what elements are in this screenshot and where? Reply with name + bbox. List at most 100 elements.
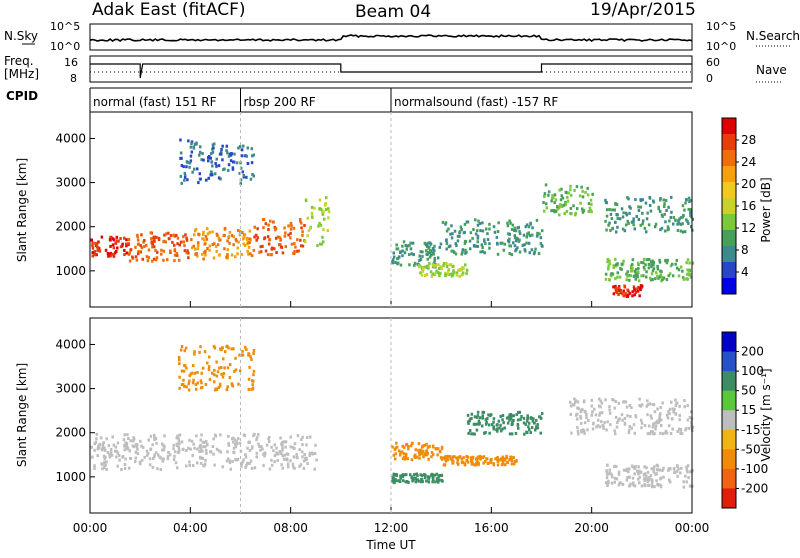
data-cell xyxy=(425,273,429,276)
data-cell xyxy=(503,457,506,461)
data-cell xyxy=(687,426,691,430)
data-cell xyxy=(178,375,181,379)
data-cell xyxy=(653,485,656,489)
data-cell xyxy=(631,290,634,294)
data-cell xyxy=(136,238,140,242)
data-cell xyxy=(167,451,170,454)
data-cell xyxy=(608,405,611,408)
data-cell xyxy=(270,445,273,449)
data-cell xyxy=(635,215,638,218)
data-cell xyxy=(581,195,585,199)
data-cell xyxy=(629,415,632,418)
data-cell xyxy=(439,242,443,246)
data-cell xyxy=(410,475,413,479)
data-cell xyxy=(647,223,651,227)
data-cell xyxy=(417,442,421,446)
data-cell xyxy=(392,476,396,480)
data-cell xyxy=(633,288,637,292)
data-cell xyxy=(191,381,195,385)
data-cell xyxy=(134,460,137,464)
data-cell xyxy=(675,469,679,473)
data-cell xyxy=(179,348,183,352)
noise-left-tick-top: 10^5 xyxy=(50,20,80,33)
data-cell xyxy=(278,235,281,239)
data-cell xyxy=(424,473,427,477)
data-cell xyxy=(518,229,521,233)
data-cell xyxy=(569,404,573,408)
data-cell xyxy=(163,434,166,438)
data-cell xyxy=(93,467,96,470)
data-cell xyxy=(638,469,641,473)
data-cell xyxy=(279,245,283,249)
data-cell xyxy=(558,188,561,192)
data-cell xyxy=(246,446,249,450)
data-cell xyxy=(204,383,208,386)
data-cell xyxy=(299,219,302,223)
data-cell xyxy=(678,217,681,221)
data-cell xyxy=(511,422,514,426)
noise-search-label: N.Search xyxy=(746,29,800,43)
data-cell xyxy=(127,437,130,440)
data-cell xyxy=(526,416,530,420)
data-cell xyxy=(231,440,235,444)
data-cell xyxy=(317,224,320,228)
data-cell xyxy=(226,450,229,454)
data-cell xyxy=(212,437,215,441)
data-cell xyxy=(156,250,159,254)
data-cell xyxy=(414,477,417,480)
data-cell xyxy=(247,245,251,249)
data-cell xyxy=(301,233,304,237)
data-cell xyxy=(179,240,183,244)
data-cell xyxy=(178,358,181,362)
data-cell xyxy=(688,484,692,488)
data-cell xyxy=(650,263,653,267)
colorbar-swatch xyxy=(722,262,736,279)
data-cell xyxy=(297,249,301,253)
data-cell xyxy=(219,384,222,388)
data-cell xyxy=(250,254,254,258)
data-cell xyxy=(249,252,252,256)
data-cell xyxy=(222,168,225,172)
data-cell xyxy=(682,485,686,489)
data-cell xyxy=(551,197,554,200)
data-cell xyxy=(474,232,478,236)
data-cell xyxy=(188,464,191,467)
data-cell xyxy=(202,257,205,261)
data-cell xyxy=(132,439,135,443)
data-cell xyxy=(672,222,675,226)
data-cell xyxy=(180,345,184,348)
data-cell xyxy=(159,468,162,471)
data-cell xyxy=(659,485,663,489)
data-cell xyxy=(134,443,138,446)
data-cell xyxy=(652,467,655,471)
noise-trace xyxy=(89,34,693,42)
data-cell xyxy=(205,178,208,182)
data-cell xyxy=(405,247,408,251)
data-cell xyxy=(444,459,448,463)
data-cell xyxy=(174,461,178,465)
data-cell xyxy=(671,417,674,421)
data-cell xyxy=(245,175,248,179)
data-cell xyxy=(153,453,156,457)
data-cell xyxy=(422,266,425,270)
data-cell xyxy=(208,230,211,234)
data-cell xyxy=(180,164,184,167)
data-cell xyxy=(103,457,106,460)
data-cell xyxy=(665,261,669,265)
data-cell xyxy=(457,462,460,466)
data-cell xyxy=(279,436,282,440)
data-cell xyxy=(185,449,188,452)
velocity-colorbar-label: Velocity [m s⁻¹] xyxy=(759,368,773,461)
data-cell xyxy=(461,271,465,275)
data-cell xyxy=(442,456,445,460)
data-cell xyxy=(290,224,293,228)
data-cell xyxy=(659,418,663,422)
data-cell xyxy=(252,174,255,178)
noise-sky-label: N.Sky xyxy=(4,29,38,43)
data-cell xyxy=(579,201,582,205)
data-cell xyxy=(115,235,119,239)
data-cell xyxy=(679,471,682,475)
data-cell xyxy=(623,285,627,289)
data-cell xyxy=(614,202,617,206)
data-cell xyxy=(621,227,625,231)
